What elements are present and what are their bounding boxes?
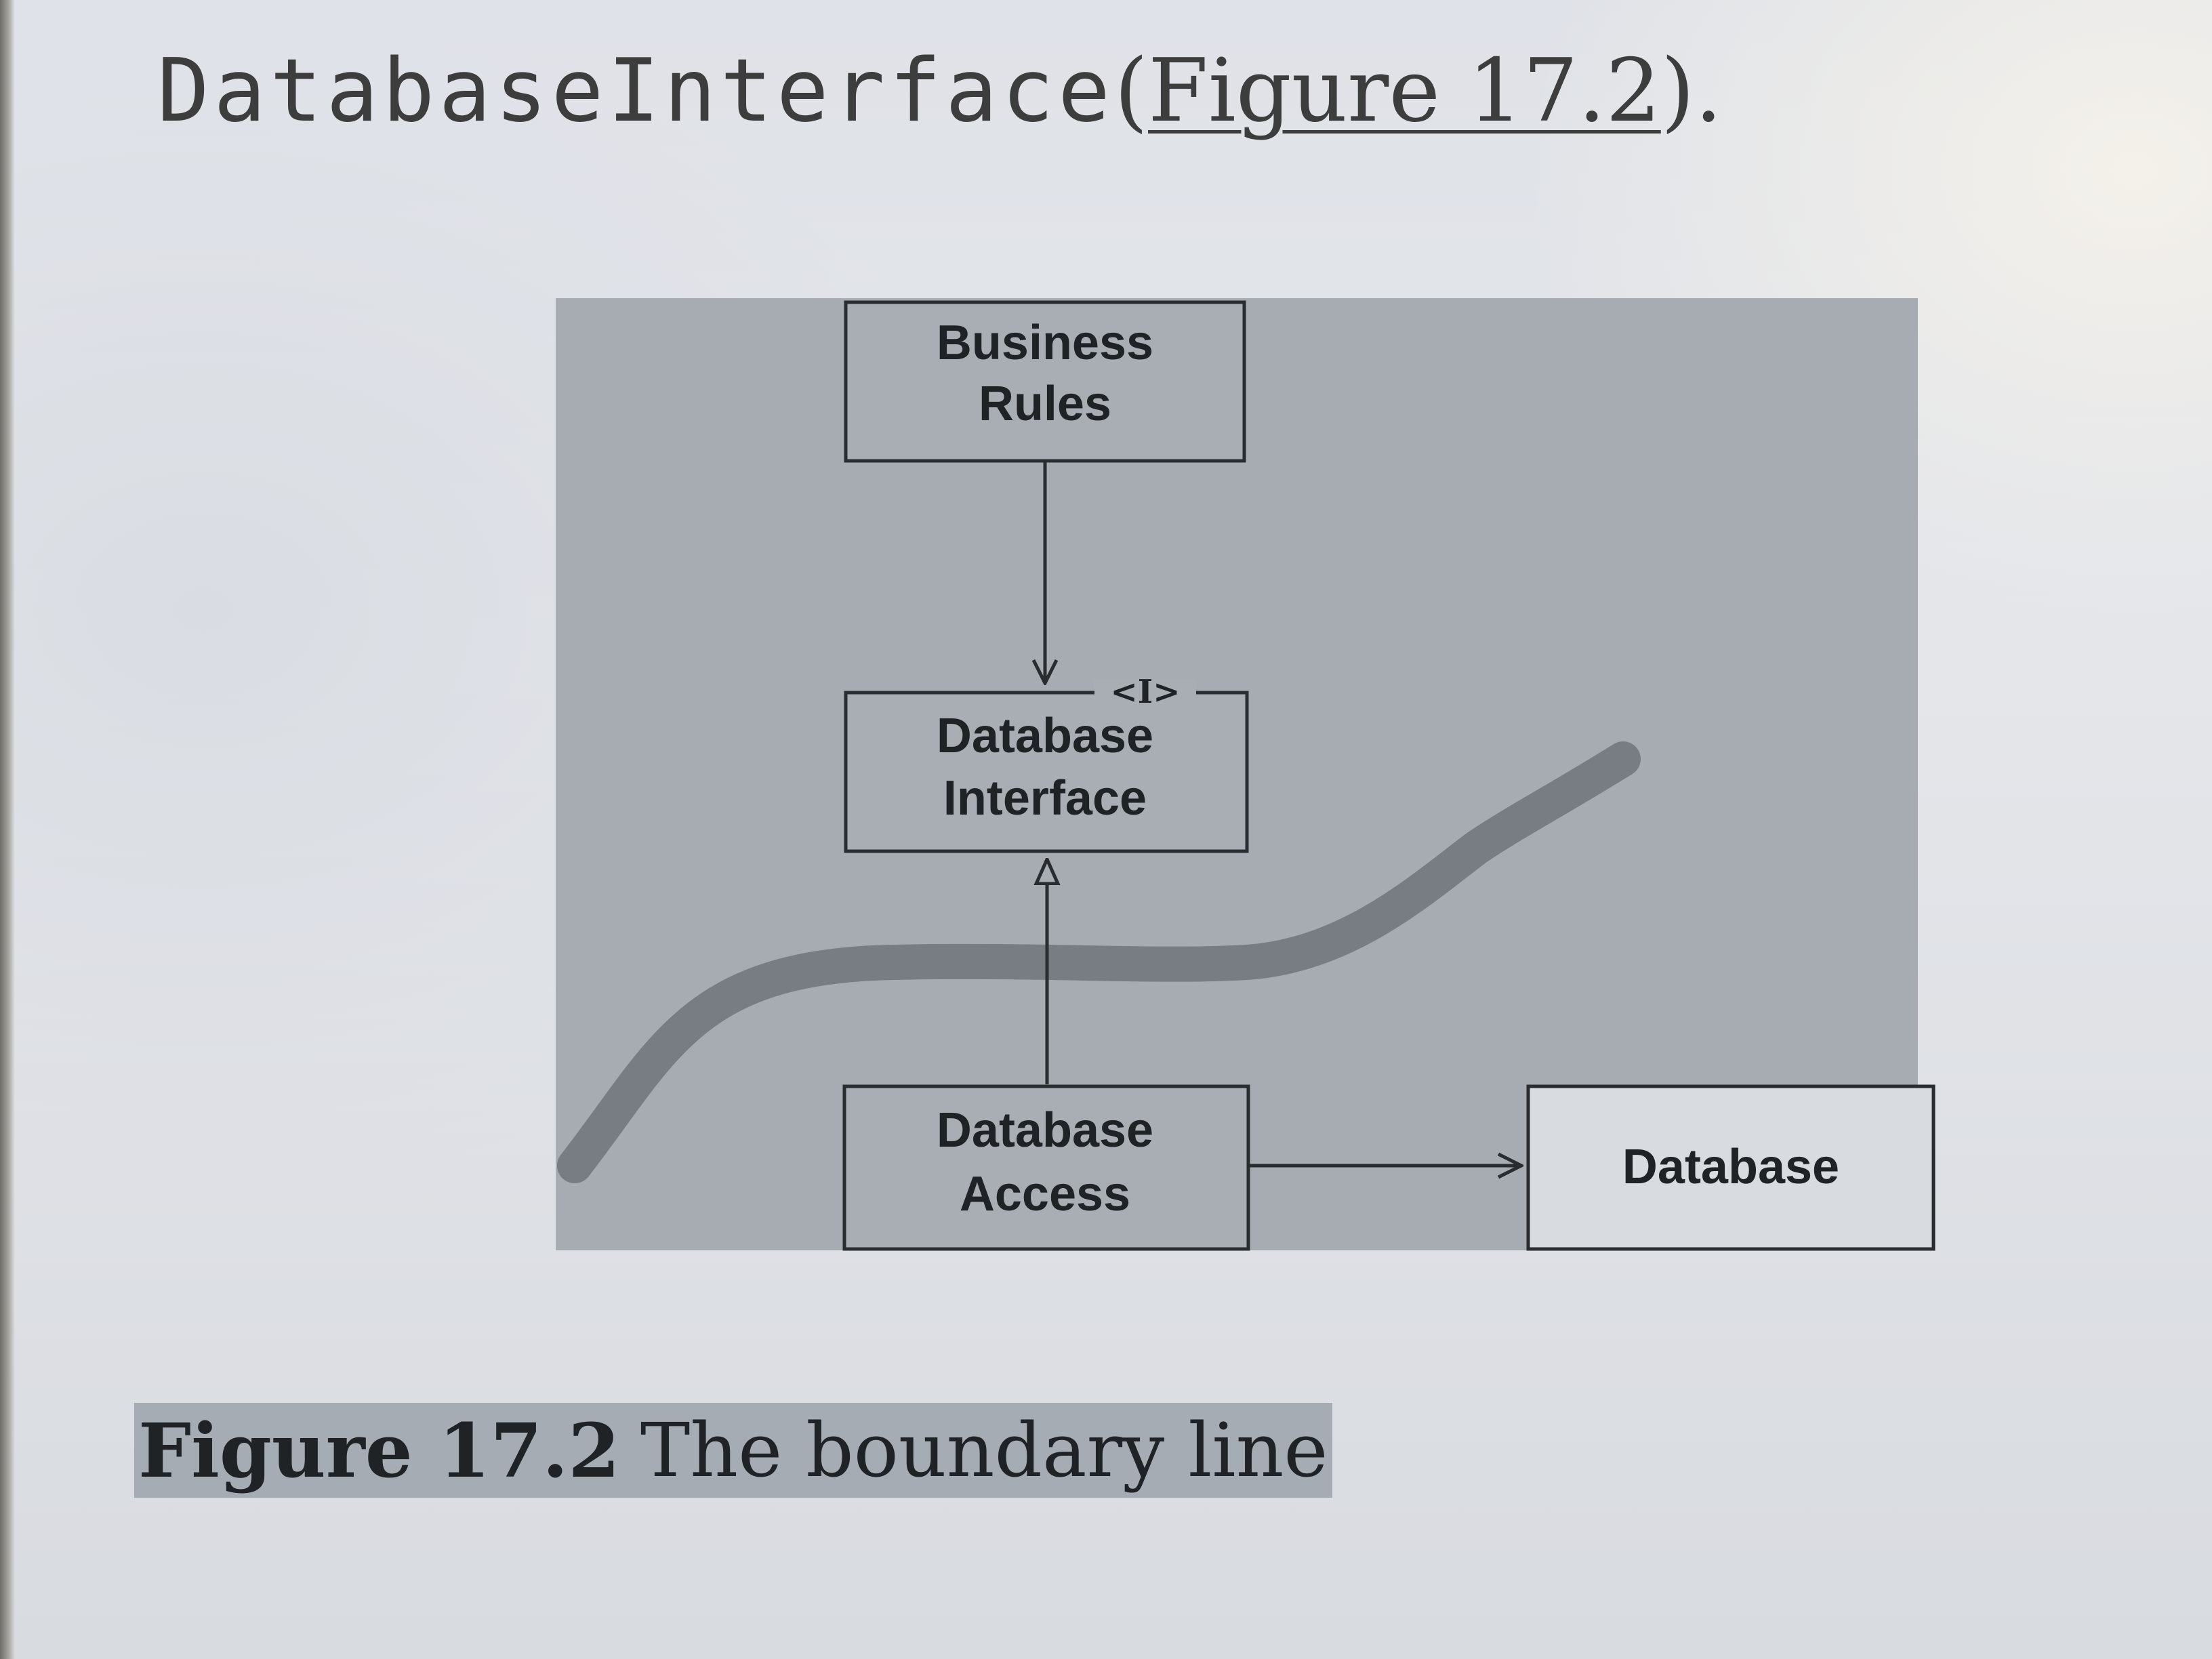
database-access-box (842, 1084, 1250, 1251)
code-term: DatabaseInterface (157, 41, 1115, 142)
database-access-line-1: Database (937, 1103, 1153, 1158)
text-line: DatabaseInterface ( Figure 17.2 ). (157, 41, 1722, 149)
boundary-line (557, 741, 1641, 1183)
database-interface-line-2: Interface (943, 771, 1147, 825)
node-business-rules: Business Rules (844, 300, 1246, 463)
business-rules-box (844, 300, 1246, 463)
book-page-edge (0, 0, 15, 1659)
boundary-diagram: Business Rules <I> Database Interface Da… (556, 298, 1936, 1251)
open-paren: ( (1114, 41, 1148, 142)
database-interface-line-1: Database (937, 709, 1153, 763)
business-rules-line-2: Rules (979, 377, 1111, 431)
database-interface-box (844, 691, 1249, 853)
caption-figure-number: Figure 17.2 (138, 1406, 620, 1494)
figure-reference-link[interactable]: Figure 17.2 (1148, 41, 1661, 142)
node-database-interface: <I> Database Interface (844, 673, 1249, 853)
node-database: Database (1526, 1084, 1936, 1251)
node-database-access: Database Access (842, 1084, 1250, 1251)
business-rules-line-1: Business (937, 316, 1153, 370)
caption-title: The boundary line (640, 1407, 1328, 1494)
stereotype-backdrop (1094, 679, 1196, 709)
database-label: Database (1622, 1140, 1839, 1194)
close-paren: ). (1660, 41, 1723, 142)
interface-stereotype: <I> (1111, 673, 1181, 711)
database-access-line-2: Access (960, 1167, 1130, 1221)
figure-caption: Figure 17.2 The boundary line (134, 1403, 1332, 1498)
database-box (1526, 1084, 1936, 1251)
